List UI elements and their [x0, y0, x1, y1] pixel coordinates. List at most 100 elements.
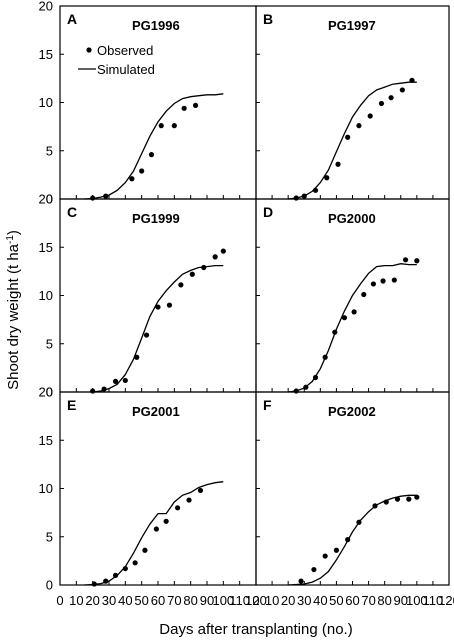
simulated-line [288, 81, 417, 200]
observed-point [178, 282, 184, 288]
y-tick-label: 5 [46, 336, 53, 351]
observed-point [351, 309, 357, 315]
observed-point [361, 291, 367, 298]
observed-point [356, 123, 362, 129]
observed-point [122, 565, 128, 572]
observed-point [175, 505, 181, 511]
observed-point [406, 496, 412, 502]
simulated-line [288, 263, 417, 393]
observed-point [311, 566, 317, 573]
observed-point [378, 100, 385, 107]
observed-point [90, 195, 96, 201]
panel-B: B PG1997 [255, 5, 450, 201]
observed-point [372, 503, 378, 509]
x-tick-label: 0 [56, 593, 63, 608]
observed-point [103, 193, 109, 199]
x-tick-label: 10 [265, 593, 279, 608]
simulated-line [84, 93, 224, 200]
x-tick-label: 60 [151, 593, 165, 608]
observed-point [414, 258, 420, 264]
observed-point [132, 560, 138, 566]
y-tick-label: 20 [39, 0, 53, 14]
observed-point [303, 384, 309, 390]
y-tick-label: 15 [39, 47, 53, 62]
observed-point [399, 87, 405, 93]
y-tick-label: 10 [39, 481, 53, 496]
observed-point [153, 526, 159, 532]
observed-point [189, 271, 195, 277]
observed-point [220, 248, 226, 254]
y-tick-label: 20 [39, 192, 53, 207]
x-tick-label: 70 [167, 593, 181, 608]
y-tick-label: 20 [39, 385, 53, 400]
observed-point [181, 105, 187, 111]
observed-point [186, 497, 192, 503]
observed-point [383, 499, 389, 505]
panel-letter: D [263, 204, 273, 220]
observed-point [298, 578, 304, 584]
y-axis-label: Shoot dry weight (t ha-1) [5, 230, 23, 390]
observed-point [129, 176, 135, 182]
observed-point [158, 123, 164, 129]
observed-point [293, 195, 299, 201]
observed-point [356, 519, 362, 525]
panel-title: PG2000 [328, 211, 376, 226]
observed-point [166, 302, 173, 308]
observed-point [341, 315, 348, 321]
observed-point [409, 77, 415, 83]
x-tick-label: 90 [200, 593, 214, 608]
panel-A: 0 5 10 15 20 A PG1996 Observed Simulated [39, 0, 257, 207]
x-tick-label: 50 [329, 593, 343, 608]
y-tick-label: 0 [46, 385, 53, 400]
y-tick-label: 10 [39, 95, 53, 110]
observed-point [134, 354, 140, 360]
x-tick-label: 30 [297, 593, 311, 608]
observed-point [192, 102, 199, 108]
observed-point [148, 152, 155, 158]
observed-point [142, 547, 148, 553]
observed-point [345, 537, 351, 543]
y-axis-label-close: ) [5, 230, 22, 235]
observed-point [394, 496, 401, 502]
x-tick-label: 80 [377, 593, 391, 608]
observed-point [324, 175, 330, 181]
panel-letter: F [263, 397, 272, 413]
x-tick-label: 0 [252, 593, 259, 608]
panel-frame [59, 5, 257, 200]
x-axis-label: Days after transplanting (no.) [159, 621, 352, 638]
simulated-line [288, 494, 417, 586]
y-tick-label: 10 [39, 288, 53, 303]
observed-point [312, 374, 319, 381]
observed-point [163, 518, 169, 524]
observed-point [345, 134, 351, 140]
x-tick-label: 50 [134, 593, 148, 608]
x-tick-label: 120 [245, 593, 267, 608]
panels-group: 0 5 10 15 20 A PG1996 Observed Simulated B PG1997 0… [39, 0, 454, 608]
observed-point [301, 193, 307, 199]
x-tick-label: 40 [313, 593, 327, 608]
observed-point [201, 264, 207, 271]
observed-point [103, 578, 109, 584]
observed-point [122, 377, 128, 384]
panel-frame [255, 391, 450, 586]
x-tick-label: 90 [394, 593, 408, 608]
observed-point [90, 388, 96, 394]
panel-title: PG1999 [132, 211, 180, 226]
observed-point [155, 304, 161, 310]
x-tick-label: 100 [212, 593, 234, 608]
observed-point [212, 254, 218, 260]
panel-letter: C [67, 204, 77, 220]
observed-point [388, 95, 394, 101]
observed-point [335, 161, 341, 167]
panel-title: PG2002 [328, 404, 376, 419]
panel-D: D PG2000 [255, 198, 450, 394]
observed-point [414, 494, 420, 500]
observed-point [197, 487, 204, 494]
observed-point [322, 354, 328, 360]
observed-point [332, 329, 338, 335]
legend-observed-label: Observed [97, 43, 153, 58]
x-tick-label: 80 [183, 593, 197, 608]
y-tick-label: 5 [46, 143, 53, 158]
panel-letter: E [67, 397, 76, 413]
